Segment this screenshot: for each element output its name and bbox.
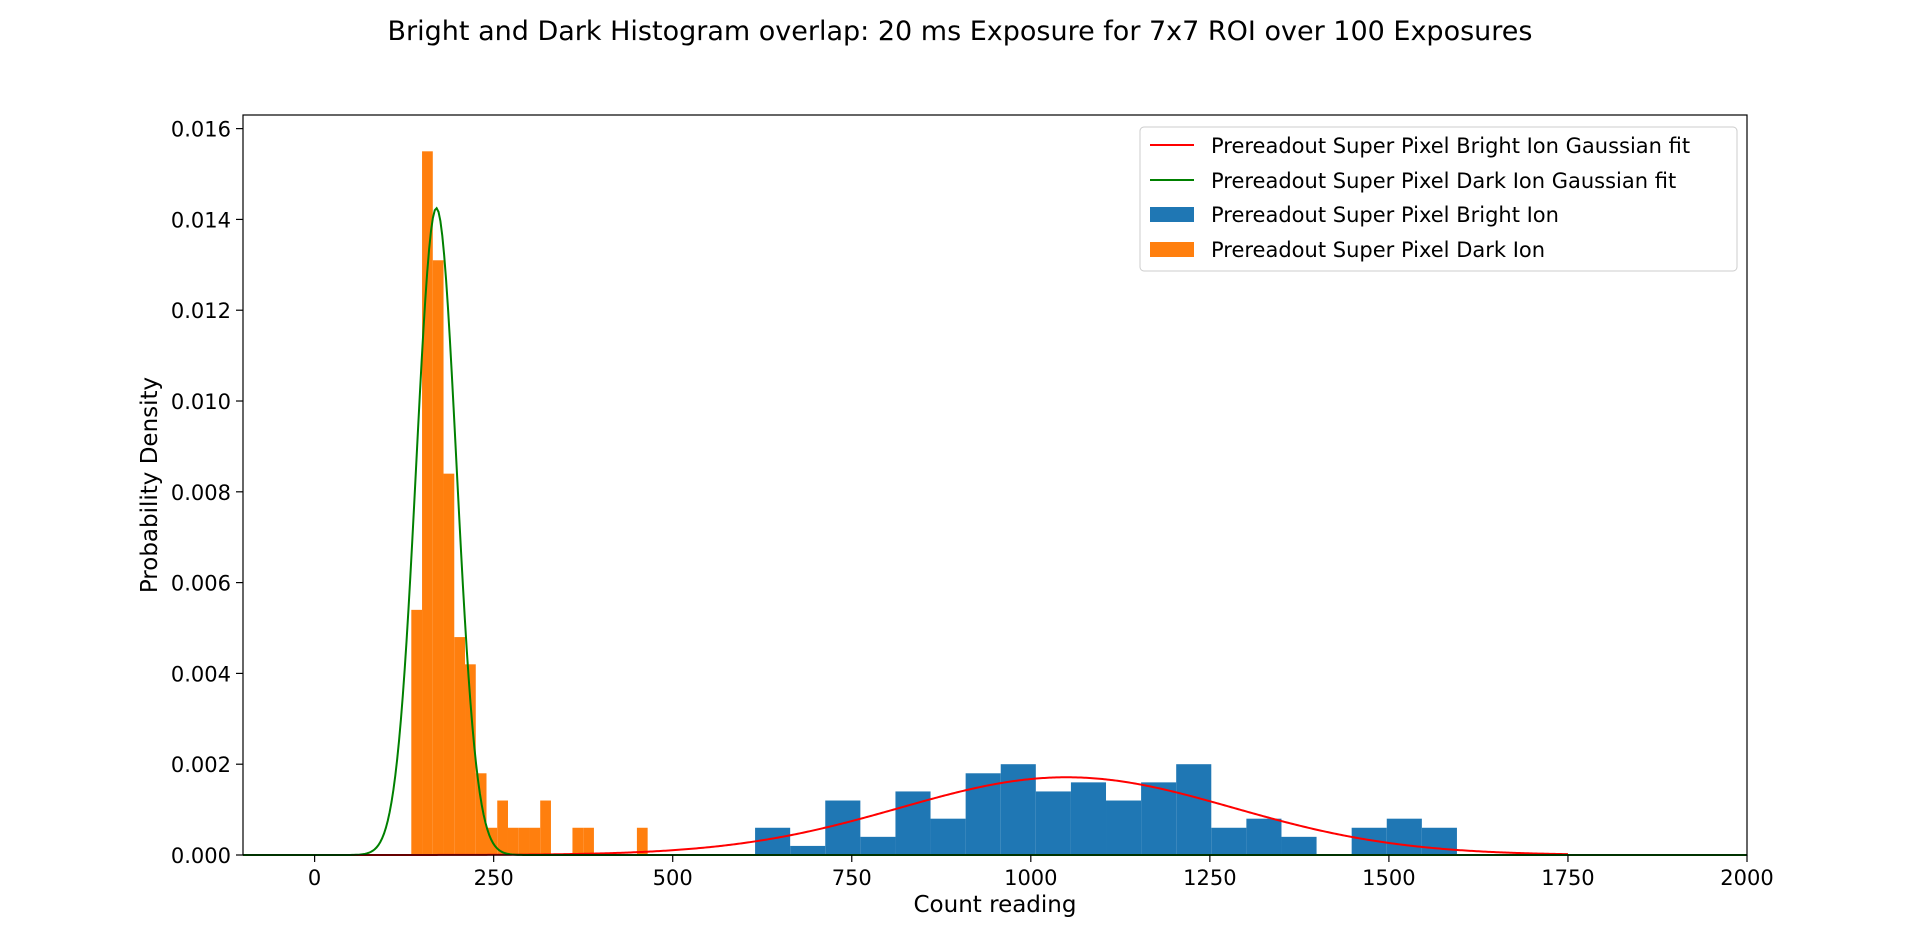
y-tick-label: 0.006	[171, 572, 231, 596]
dark-ion-histogram-bar	[411, 609, 423, 855]
bright-ion-histogram-bar	[1211, 827, 1247, 855]
bright-ion-histogram-bar	[1386, 818, 1422, 855]
legend-label-dark-ion: Prereadout Super Pixel Dark Ion	[1211, 238, 1545, 262]
bright-ion-histogram-bar	[790, 845, 826, 855]
bright-ion-histogram-bar	[1106, 800, 1142, 855]
y-tick-label: 0.012	[171, 299, 231, 323]
x-tick-label: 1250	[1183, 866, 1236, 890]
dark-ion-histogram-bar	[507, 827, 519, 855]
bright-ion-histogram-bar	[1281, 836, 1317, 855]
bright-ion-histogram-bar	[1421, 827, 1457, 855]
y-tick-label: 0.010	[171, 390, 231, 414]
y-tick-label: 0.004	[171, 662, 231, 686]
dark-ion-histogram-bar	[432, 260, 444, 855]
dark-ion-histogram-bar	[572, 827, 584, 855]
bright-ion-histogram-bar	[895, 791, 931, 855]
x-axis-label: Count reading	[914, 892, 1077, 918]
chart-title: Bright and Dark Histogram overlap: 20 ms…	[388, 16, 1533, 47]
y-axis-label: Probability Density	[137, 377, 163, 593]
dark-ion-histogram-bar	[454, 637, 466, 855]
dark-ion-histogram-bar	[465, 664, 476, 855]
histogram-bars	[411, 151, 1457, 855]
dark-ion-histogram-bar	[518, 827, 530, 855]
bright-ion-histogram-bar	[1141, 782, 1177, 855]
x-tick-label: 2000	[1720, 866, 1773, 890]
dark-ion-histogram-bar	[583, 827, 594, 855]
legend-label-dark-fit: Prereadout Super Pixel Dark Ion Gaussian…	[1211, 169, 1676, 193]
x-tick-label: 250	[474, 866, 514, 890]
legend-swatch-bright-ion	[1150, 207, 1194, 222]
x-tick-label: 500	[653, 866, 693, 890]
dark-ion-histogram-bar	[540, 800, 551, 855]
y-tick-label: 0.014	[171, 208, 231, 232]
dark-ion-histogram-bar	[497, 800, 508, 855]
dark-ion-histogram-bar	[422, 151, 433, 855]
dark-ion-histogram-bar	[475, 773, 487, 855]
bright-ion-histogram-bar	[1176, 764, 1212, 855]
legend-label-bright-ion: Prereadout Super Pixel Bright Ion	[1211, 203, 1559, 227]
y-axis-ticks: 0.000 0.002 0.004 0.006 0.008 0.010 0.012 0.014…	[171, 118, 243, 868]
x-tick-label: 0	[308, 866, 321, 890]
dark-ion-histogram-bar	[443, 473, 455, 855]
x-tick-label: 1500	[1362, 866, 1415, 890]
legend-label-bright-fit: Prereadout Super Pixel Bright Ion Gaussi…	[1211, 134, 1690, 158]
bright-ion-histogram-bar	[825, 800, 861, 855]
dark-ion-histogram-bar	[636, 827, 648, 855]
x-tick-label: 1750	[1541, 866, 1594, 890]
legend: Prereadout Super Pixel Bright Ion Gaussi…	[1139, 126, 1738, 272]
dark-ion-histogram-bar	[529, 827, 541, 855]
bright-ion-histogram-bar	[1035, 791, 1071, 855]
y-tick-label: 0.002	[171, 753, 231, 777]
bright-ion-histogram-bar	[930, 818, 966, 855]
y-tick-label: 0.008	[171, 481, 231, 505]
legend-box	[1139, 126, 1738, 272]
x-tick-label: 750	[832, 866, 872, 890]
y-tick-label: 0.000	[171, 844, 231, 868]
x-tick-label: 1000	[1004, 866, 1057, 890]
bright-ion-histogram-bar	[860, 836, 896, 855]
bright-ion-histogram-bar	[1000, 764, 1036, 855]
legend-swatch-dark-ion	[1150, 242, 1194, 257]
bright-ion-histogram-bar	[1070, 782, 1107, 855]
bright-ion-histogram-bar	[1246, 818, 1282, 855]
x-axis-ticks: 0 250 500 750 1000 1250 1500 1750 2000	[308, 855, 1774, 890]
plot-frame	[242, 114, 1748, 856]
y-tick-label: 0.016	[171, 118, 231, 142]
